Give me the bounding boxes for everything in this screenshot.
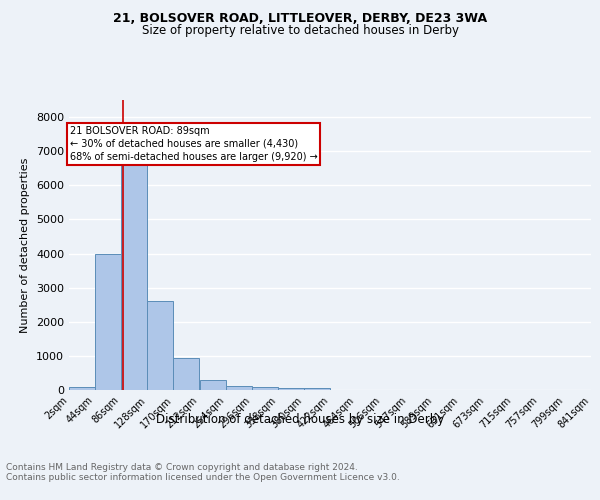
Text: 21, BOLSOVER ROAD, LITTLEOVER, DERBY, DE23 3WA: 21, BOLSOVER ROAD, LITTLEOVER, DERBY, DE…	[113, 12, 487, 26]
Bar	[148, 302, 173, 390]
Text: Size of property relative to detached houses in Derby: Size of property relative to detached ho…	[142, 24, 458, 37]
Text: 21 BOLSOVER ROAD: 89sqm
← 30% of detached houses are smaller (4,430)
68% of semi: 21 BOLSOVER ROAD: 89sqm ← 30% of detache…	[70, 126, 317, 162]
Text: Distribution of detached houses by size in Derby: Distribution of detached houses by size …	[156, 412, 444, 426]
Bar	[173, 358, 199, 390]
Text: Contains HM Land Registry data © Crown copyright and database right 2024.
Contai: Contains HM Land Registry data © Crown c…	[6, 462, 400, 482]
Bar	[199, 380, 226, 390]
Y-axis label: Number of detached properties: Number of detached properties	[20, 158, 31, 332]
Bar	[69, 388, 95, 390]
Bar	[278, 388, 304, 390]
Bar	[121, 165, 148, 390]
Bar	[252, 388, 278, 390]
Bar	[95, 254, 121, 390]
Bar	[304, 388, 330, 390]
Bar	[226, 386, 252, 390]
